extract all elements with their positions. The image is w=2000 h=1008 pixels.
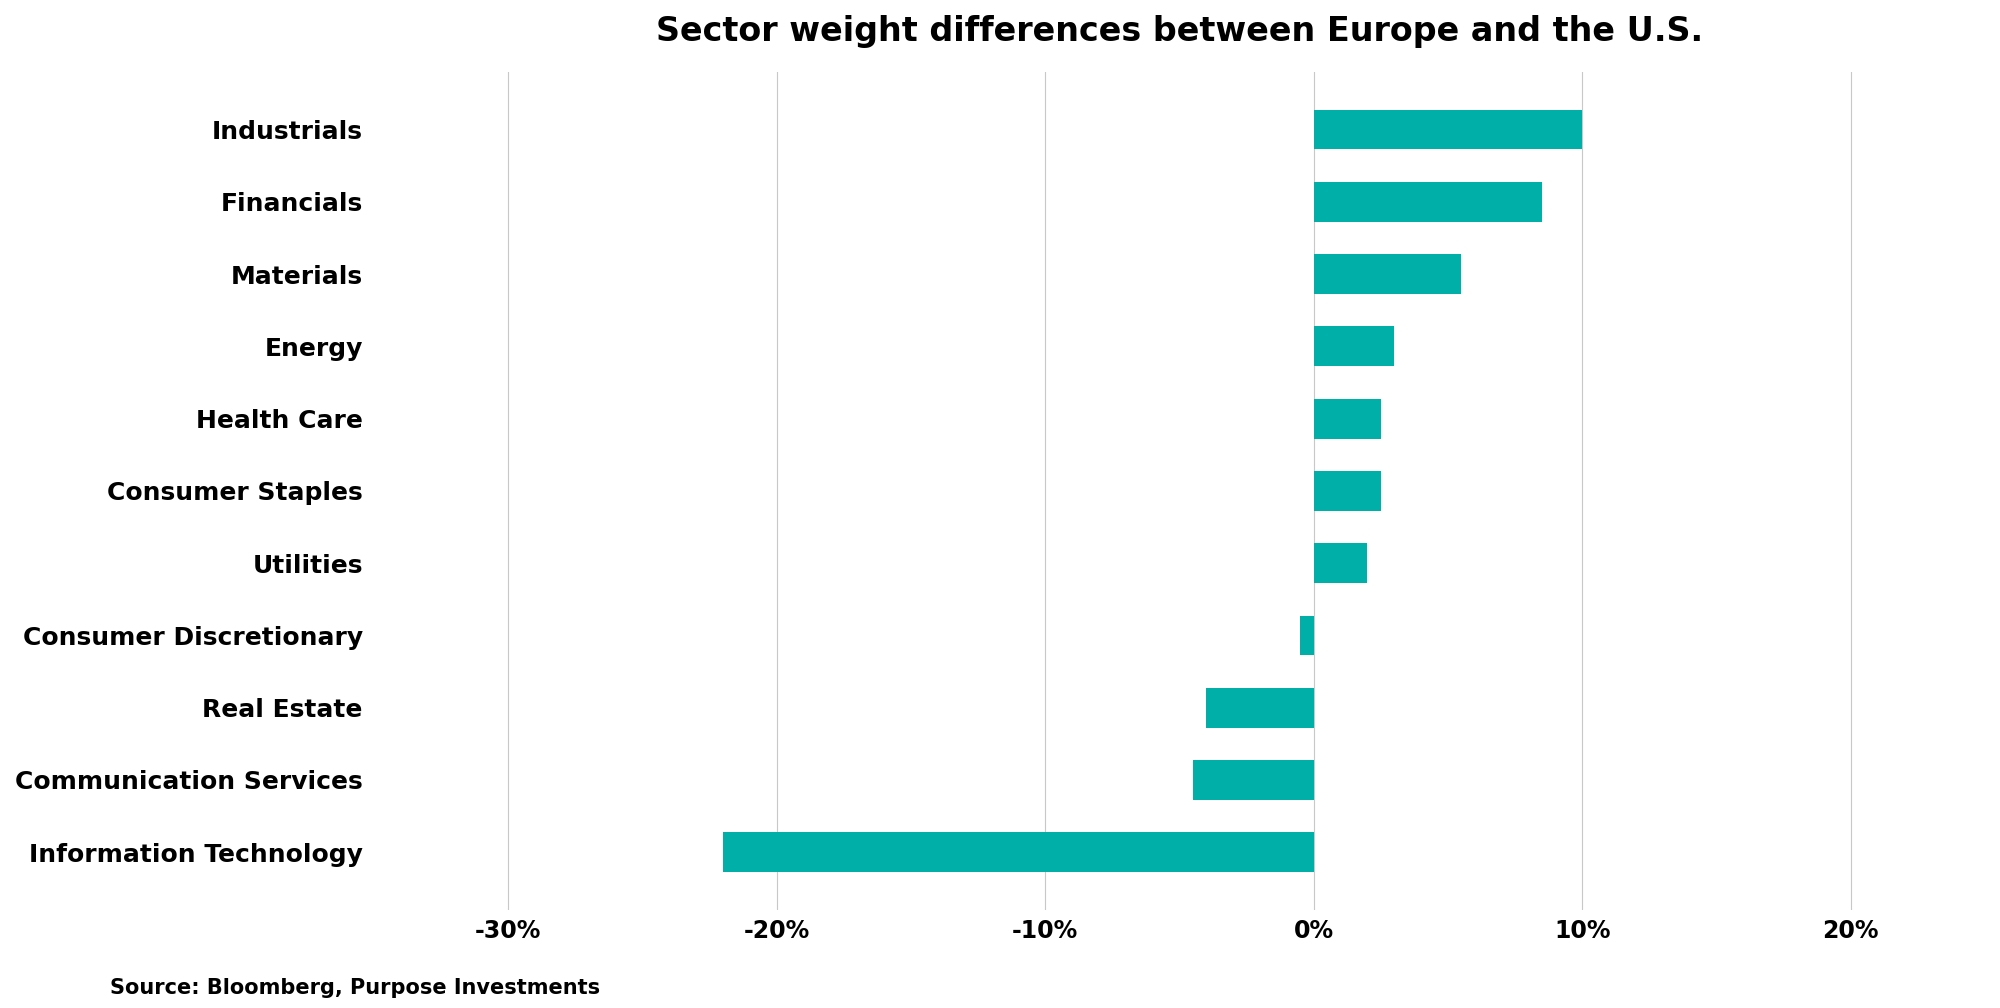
Bar bbox=[722, 833, 1314, 872]
Bar bbox=[1314, 182, 1542, 222]
Bar bbox=[1192, 760, 1314, 800]
Bar bbox=[1300, 616, 1314, 655]
Bar bbox=[1314, 327, 1394, 366]
Bar bbox=[1206, 687, 1314, 728]
Bar bbox=[1314, 110, 1582, 149]
Text: Source: Bloomberg, Purpose Investments: Source: Bloomberg, Purpose Investments bbox=[110, 978, 600, 998]
Bar bbox=[1314, 471, 1380, 511]
Bar bbox=[1314, 399, 1380, 438]
Title: Sector weight differences between Europe and the U.S.: Sector weight differences between Europe… bbox=[656, 15, 1702, 48]
Bar bbox=[1314, 543, 1368, 583]
Bar bbox=[1314, 254, 1462, 294]
